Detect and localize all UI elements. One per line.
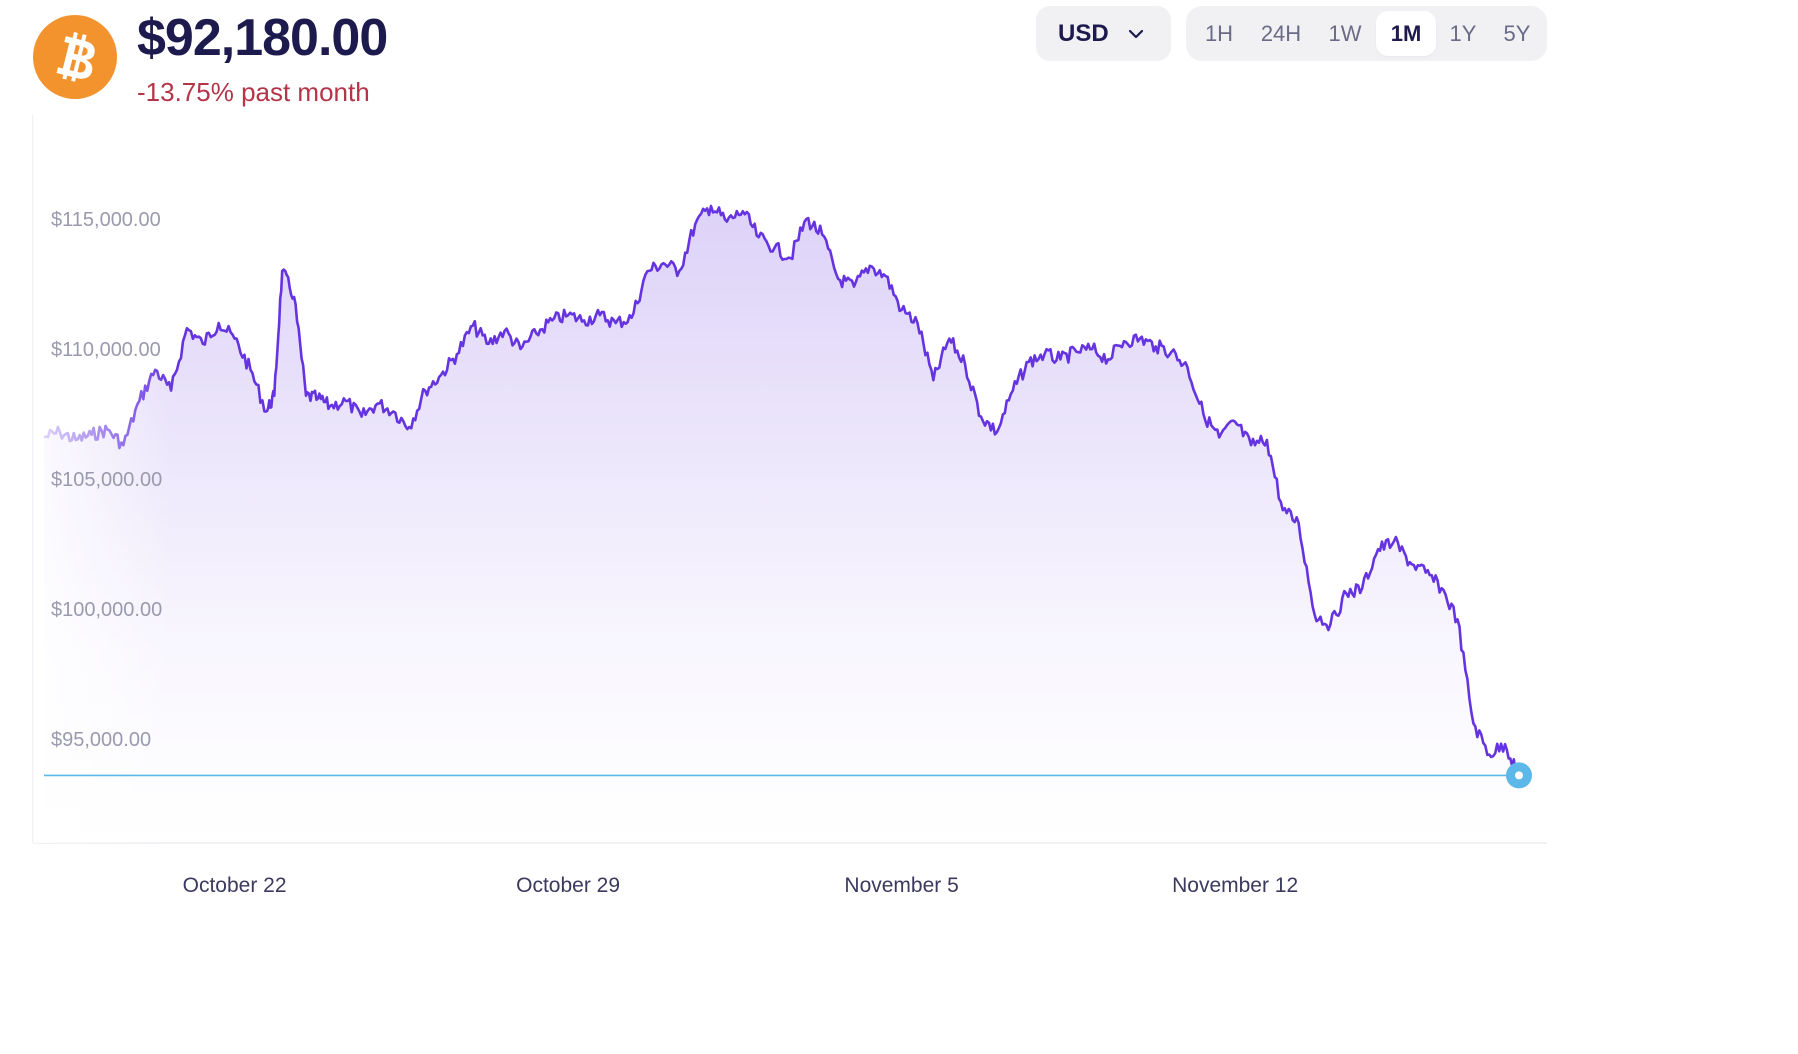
range-button-1m[interactable]: 1M	[1376, 11, 1436, 56]
x-axis-ticks: October 22 October 29 November 5 November 1…	[183, 874, 1299, 897]
y-tick-label: $115,000.00	[51, 209, 161, 231]
range-button-5y[interactable]: 5Y	[1503, 20, 1531, 46]
chart-left-fade	[33, 115, 173, 843]
current-price-marker-center	[1515, 771, 1524, 780]
x-tick-label: November 5	[844, 874, 958, 897]
currency-selected-value: USD	[1058, 19, 1109, 47]
time-range-selector: 1H 24H 1W 1M 1Y 5Y	[1186, 6, 1547, 61]
price-line	[43, 204, 1521, 776]
range-button-1w[interactable]: 1W	[1328, 20, 1362, 46]
chevron-down-icon	[1128, 29, 1144, 39]
x-tick-label: October 29	[516, 874, 620, 897]
range-button-24h[interactable]: 24H	[1260, 20, 1302, 46]
y-tick-label: $95,000.00	[51, 729, 151, 751]
y-tick-label: $110,000.00	[51, 339, 161, 361]
bitcoin-icon	[33, 15, 117, 99]
x-tick-label: November 12	[1172, 874, 1298, 897]
price-change: -13.75% past month	[137, 77, 370, 107]
range-button-1h[interactable]: 1H	[1204, 20, 1234, 46]
price-area	[44, 206, 1519, 843]
y-tick-label: $105,000.00	[51, 469, 162, 491]
range-button-1y[interactable]: 1Y	[1449, 20, 1477, 46]
y-axis-ticks: $115,000.00 $110,000.00 $105,000.00 $100,00…	[51, 209, 162, 751]
current-price: $92,180.00	[137, 9, 388, 67]
x-tick-label: October 22	[183, 874, 287, 897]
y-tick-label: $100,000.00	[51, 599, 162, 621]
currency-select[interactable]: USD	[1036, 6, 1171, 61]
